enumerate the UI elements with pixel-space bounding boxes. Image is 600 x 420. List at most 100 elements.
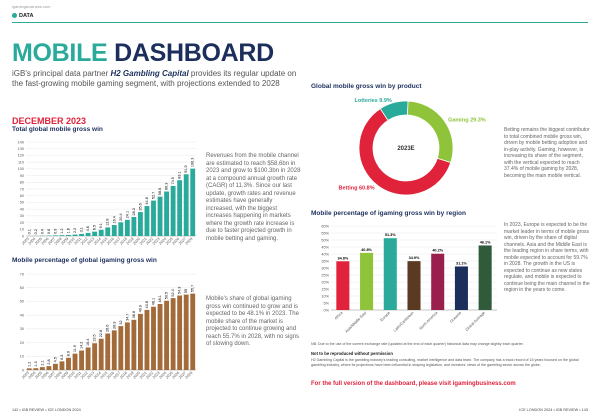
x-tick-label: Oceania: [449, 310, 462, 323]
page-title: MOBILE DASHBOARD: [12, 40, 274, 66]
y-tick-label: 30: [20, 327, 24, 331]
x-tick-label: 2015: [100, 237, 109, 246]
x-tick-label: 2022: [145, 237, 154, 246]
y-tick-label: 0: [22, 234, 24, 238]
data-label: 24.1: [125, 211, 129, 218]
x-tick-label: North America: [419, 310, 439, 330]
x-tick-label: 2004: [28, 371, 37, 380]
data-label: 14.2: [80, 342, 84, 349]
y-tick-label: 25%: [321, 273, 329, 277]
x-tick-label: 2016: [106, 371, 115, 380]
data-label: 1.6: [67, 228, 71, 233]
bar: [177, 180, 183, 236]
cta-link[interactable]: For the full version of the dashboard, p…: [311, 381, 516, 387]
chart3-title: Global mobile gross win by product: [311, 83, 422, 90]
data-label: 51.3%: [385, 233, 396, 237]
bar: [92, 231, 98, 236]
x-tick-label: 2019: [126, 371, 135, 380]
x-tick-label: 2010: [67, 237, 76, 246]
bar: [85, 347, 91, 370]
data-label: 22.8: [99, 330, 103, 337]
x-tick-label: 2006: [41, 371, 50, 380]
x-tick-label: 2009: [60, 371, 69, 380]
y-tick-label: 50: [20, 201, 24, 205]
x-tick-label: 2025: [165, 237, 174, 246]
x-tick-label: 2007: [47, 371, 56, 380]
x-tick-label: 2020: [132, 237, 141, 246]
intro-text: iGB's principal data partner H2 Gambling…: [12, 69, 302, 89]
page-footer-left: 142 • iGB REVIEW • ICE LONDON 2024: [12, 408, 81, 412]
data-label: 6.5: [93, 225, 97, 230]
y-tick-label: 20: [20, 221, 24, 225]
pie-center-label: 2023E: [397, 146, 414, 152]
section-label: DATA: [12, 13, 33, 19]
x-tick-label: 2011: [74, 371, 83, 380]
data-label: 46.1: [152, 298, 156, 305]
data-label: 16.4: [86, 339, 90, 346]
x-tick-label: Europe: [380, 311, 391, 322]
x-tick-label: Asia/Middle East: [344, 310, 367, 333]
data-label: 26.6: [106, 325, 110, 332]
bar: [183, 174, 189, 236]
x-tick-label: 2013: [87, 237, 96, 246]
data-label: 32: [119, 320, 123, 324]
bar: [118, 222, 124, 236]
y-tick-label: 40%: [321, 252, 329, 256]
data-label: 0.6: [47, 229, 51, 234]
y-tick-label: 35%: [321, 259, 329, 263]
x-tick-label: 2026: [172, 371, 181, 380]
x-tick-label: Global Average: [465, 311, 486, 332]
chart1-svg: 01020304050607080901001101201301400.1200…: [18, 140, 196, 246]
bar: [157, 196, 163, 236]
x-tick-label: 2028: [185, 371, 194, 380]
y-tick-label: 100: [18, 167, 24, 171]
chart4-title: Mobile percentage of igaming gross win b…: [311, 210, 466, 217]
x-tick-label: 2004: [28, 237, 37, 246]
data-label: 40.2%: [432, 249, 443, 253]
y-tick-label: 30: [20, 214, 24, 218]
x-tick-label: 2003: [21, 237, 30, 246]
y-tick-label: 50: [20, 300, 24, 304]
x-tick-label: 2007: [47, 237, 56, 246]
intro-post: provides its regular update on the fast-…: [12, 69, 297, 88]
y-tick-label: 10%: [321, 294, 329, 298]
data-label: 1.2: [27, 362, 31, 367]
data-label: 40.9: [138, 305, 142, 312]
x-tick-label: 2026: [172, 237, 181, 246]
x-tick-label: 2021: [139, 371, 148, 380]
data-label: 6.3: [60, 355, 64, 360]
date-heading: DECEMBER 2023: [12, 116, 87, 126]
page-footer-right: ICE LONDON 2024 • iGB REVIEW • 143: [519, 408, 588, 412]
data-label: 28.3: [132, 208, 136, 215]
x-tick-label: 2017: [113, 237, 122, 246]
data-label: 4.6: [86, 226, 90, 231]
bar: [79, 350, 84, 370]
bar: [79, 233, 84, 236]
data-label: 9.1: [99, 223, 103, 228]
bar: [105, 333, 111, 370]
data-label: 1.3: [34, 361, 38, 366]
bar: [53, 235, 58, 236]
x-tick-label: 2020: [132, 371, 141, 380]
y-tick-label: 45%: [321, 245, 329, 249]
section-dot-icon: [12, 13, 17, 18]
x-tick-label: 2003: [21, 371, 30, 380]
footnote: NB: Due to the use of the current exchan…: [311, 342, 524, 346]
data-label: 12.8: [106, 219, 110, 226]
bar: [183, 294, 189, 370]
bar: [164, 300, 169, 370]
site-url: igamingbusiness.com: [12, 4, 51, 9]
x-tick-label: 2005: [34, 237, 43, 246]
data-label: 34.9%: [409, 256, 420, 260]
y-tick-label: 70: [20, 187, 24, 191]
chart4-text: In 2023, Europe is expected to be the ma…: [504, 222, 590, 293]
data-label: 100.3: [191, 158, 195, 168]
chart4-svg: 0% 5% 10% 15% 20% 25% 30% 35% 40% 45% 50% 55% 60% 34.…: [321, 224, 497, 334]
x-tick-label: 2006: [41, 237, 50, 246]
y-tick-label: 30%: [321, 266, 329, 270]
bar: [39, 367, 45, 370]
data-label: 52.7: [152, 192, 156, 199]
bar: [59, 361, 65, 370]
bar: [33, 368, 39, 370]
y-tick-label: 10: [20, 228, 24, 232]
